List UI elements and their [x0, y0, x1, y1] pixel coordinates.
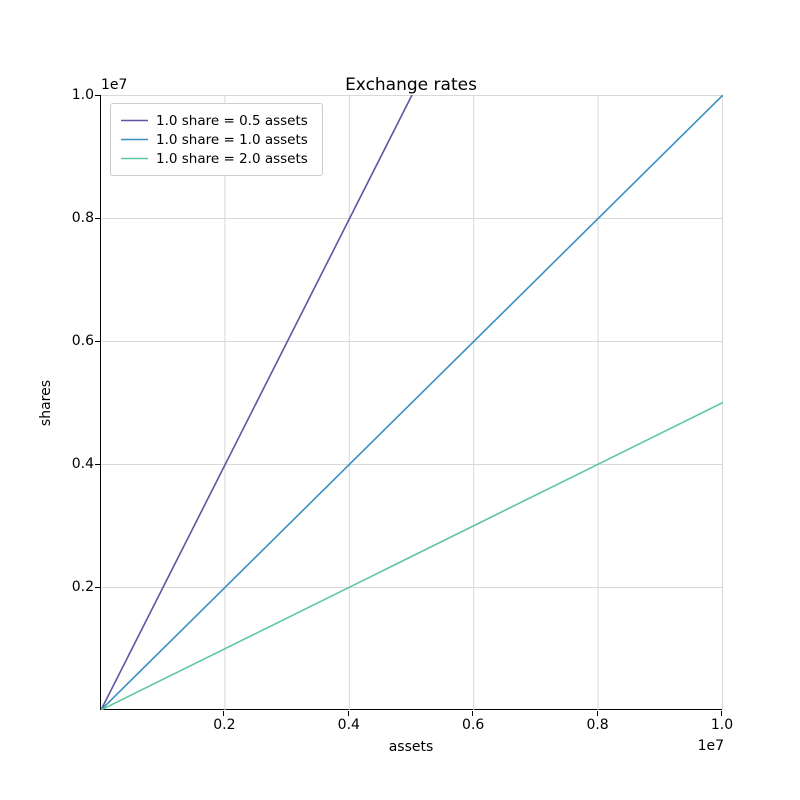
x-tick-label: 0.2 [213, 717, 236, 733]
x-tick-mark [347, 711, 349, 716]
x-axis-label: assets [388, 739, 434, 755]
plot-canvas [101, 95, 723, 710]
y-tick-label: 0.2 [71, 579, 94, 595]
legend-item: 1.0 share = 2.0 assets [120, 150, 312, 167]
y-tick-label: 0.8 [71, 210, 94, 226]
legend-item: 1.0 share = 0.5 assets [120, 112, 312, 129]
y-tick-mark [95, 218, 100, 219]
y-tick-label: 0.6 [71, 333, 94, 349]
legend-line-swatch [121, 138, 148, 141]
chart-title: Exchange rates [345, 75, 477, 95]
x-tick-mark [472, 711, 474, 716]
x-tick-label: 0.6 [462, 717, 485, 733]
x-axis-offset-text: 1e7 [697, 738, 724, 754]
x-tick-label: 1.0 [710, 717, 734, 733]
legend-label: 1.0 share = 0.5 assets [156, 112, 308, 129]
series-line-2 [101, 401, 723, 710]
series-line-1 [101, 95, 723, 710]
legend-label: 1.0 share = 2.0 assets [156, 150, 308, 167]
y-axis-offset-text: 1e7 [101, 77, 128, 93]
legend: 1.0 share = 0.5 assets 1.0 share = 1.0 a… [110, 103, 323, 176]
x-tick-label: 0.4 [337, 717, 360, 733]
legend-line-swatch [121, 157, 148, 160]
y-tick-mark [95, 464, 100, 465]
x-tick-label: 0.8 [586, 717, 609, 733]
legend-line-swatch [121, 119, 148, 122]
y-tick-label: 1.0 [71, 87, 94, 103]
x-tick-mark [596, 711, 598, 716]
series-line-0 [101, 95, 413, 710]
y-tick-label: 0.4 [71, 456, 94, 472]
legend-label: 1.0 share = 1.0 assets [156, 131, 308, 148]
x-tick-mark [721, 711, 722, 716]
legend-item: 1.0 share = 1.0 assets [120, 131, 312, 148]
y-tick-mark [95, 587, 100, 588]
y-tick-mark [95, 341, 100, 342]
y-axis-label: shares [38, 379, 54, 427]
y-tick-mark [95, 95, 100, 96]
plot-area [100, 95, 723, 710]
x-tick-mark [223, 711, 225, 716]
